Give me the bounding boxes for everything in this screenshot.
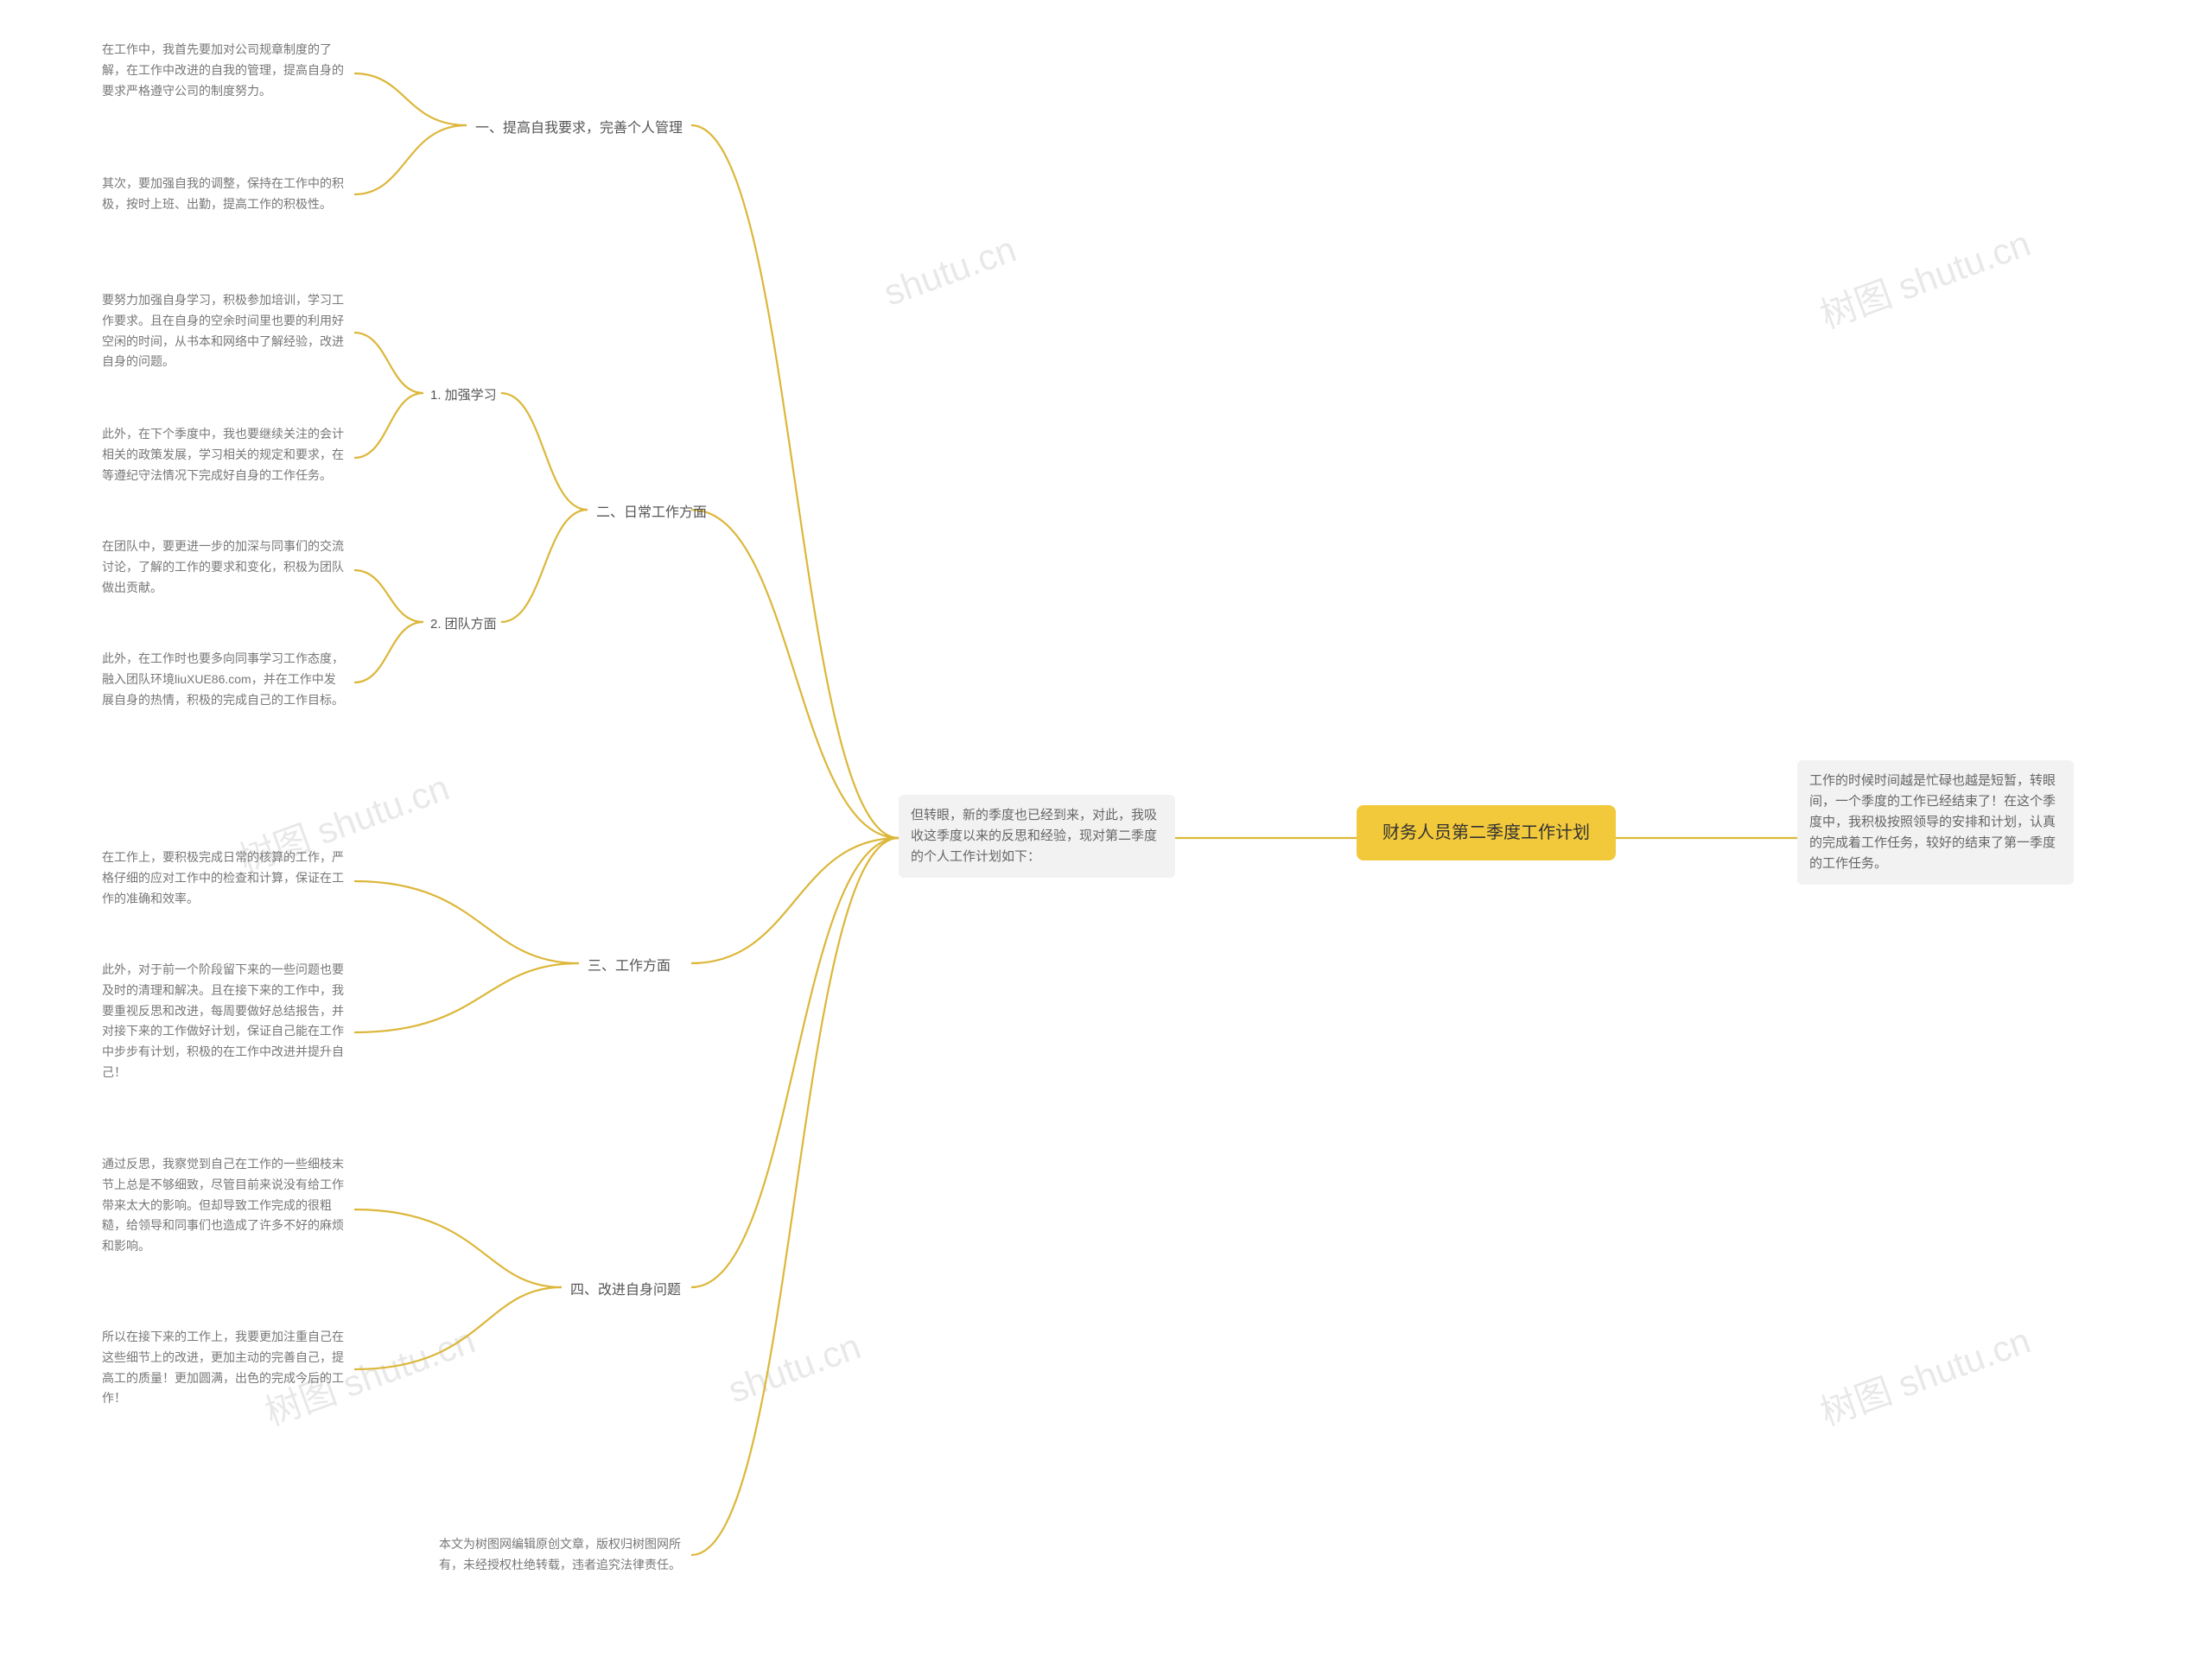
right-summary: 工作的时候时间越是忙碌也越是短暂，转眼间，一个季度的工作已经结束了！在这个季度中…: [1797, 760, 2074, 885]
left-intro: 但转眼，新的季度也已经到来，对此，我吸收这季度以来的反思和经验，现对第二季度的个…: [899, 795, 1175, 878]
branch-2-sub-1-leaf-2: 此外，在下个季度中，我也要继续关注的会计相关的政策发展，学习相关的规定和要求，在…: [95, 419, 354, 491]
branch-1-leaf-1: 在工作中，我首先要加对公司规章制度的了解，在工作中改进的自我的管理，提高自身的要…: [95, 35, 354, 106]
branch-2-sub-1-leaf-1: 要努力加强自身学习，积极参加培训，学习工作要求。且在自身的空余时间里也要的利用好…: [95, 285, 354, 378]
watermark: shutu.cn: [879, 228, 1022, 314]
branch-1-leaf-2: 其次，要加强自我的调整，保持在工作中的积极，按时上班、出勤，提高工作的积极性。: [95, 168, 354, 220]
branch-4-title: 四、改进自身问题: [562, 1274, 690, 1307]
branch-3-title: 三、工作方面: [579, 950, 679, 983]
branch-3-leaf-1: 在工作上，要积极完成日常的核算的工作，严格仔细的应对工作中的检查和计算，保证在工…: [95, 842, 354, 914]
root-node: 财务人员第二季度工作计划: [1357, 805, 1616, 860]
watermark: 树图 shutu.cn: [1812, 214, 2037, 339]
watermark: 树图 shutu.cn: [1812, 1311, 2037, 1436]
watermark: shutu.cn: [723, 1325, 867, 1411]
branch-2-sub-2-leaf-2: 此外，在工作时也要多向同事学习工作态度，融入团队环境liuXUE86.com，并…: [95, 644, 354, 715]
branch-3-leaf-2: 此外，对于前一个阶段留下来的一些问题也要及时的清理和解决。且在接下来的工作中，我…: [95, 955, 354, 1089]
branch-4-leaf-1: 通过反思，我察觉到自己在工作的一些细枝末节上总是不够细致，尽管目前来说没有给工作…: [95, 1149, 354, 1262]
footer-note: 本文为树图网编辑原创文章，版权归树图网所有，未经授权杜绝转载，违者追究法律责任。: [432, 1529, 691, 1581]
mindmap-stage: shutu.cn 树图 shutu.cn 树图 shutu.cn shutu.c…: [0, 0, 2212, 1676]
branch-2-title: 二、日常工作方面: [588, 497, 715, 530]
branch-2-sub-2-leaf-1: 在团队中，要更进一步的加深与同事们的交流讨论，了解的工作的要求和变化，积极为团队…: [95, 531, 354, 603]
branch-2-sub-2: 2. 团队方面: [423, 611, 504, 638]
branch-2-sub-1: 1. 加强学习: [423, 382, 504, 409]
branch-4-leaf-2: 所以在接下来的工作上，我要更加注重自己在这些细节上的改进，更加主动的完善自己，提…: [95, 1322, 354, 1414]
branch-1-title: 一、提高自我要求，完善个人管理: [467, 112, 691, 145]
